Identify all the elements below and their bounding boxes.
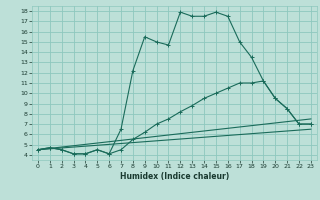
- X-axis label: Humidex (Indice chaleur): Humidex (Indice chaleur): [120, 172, 229, 181]
